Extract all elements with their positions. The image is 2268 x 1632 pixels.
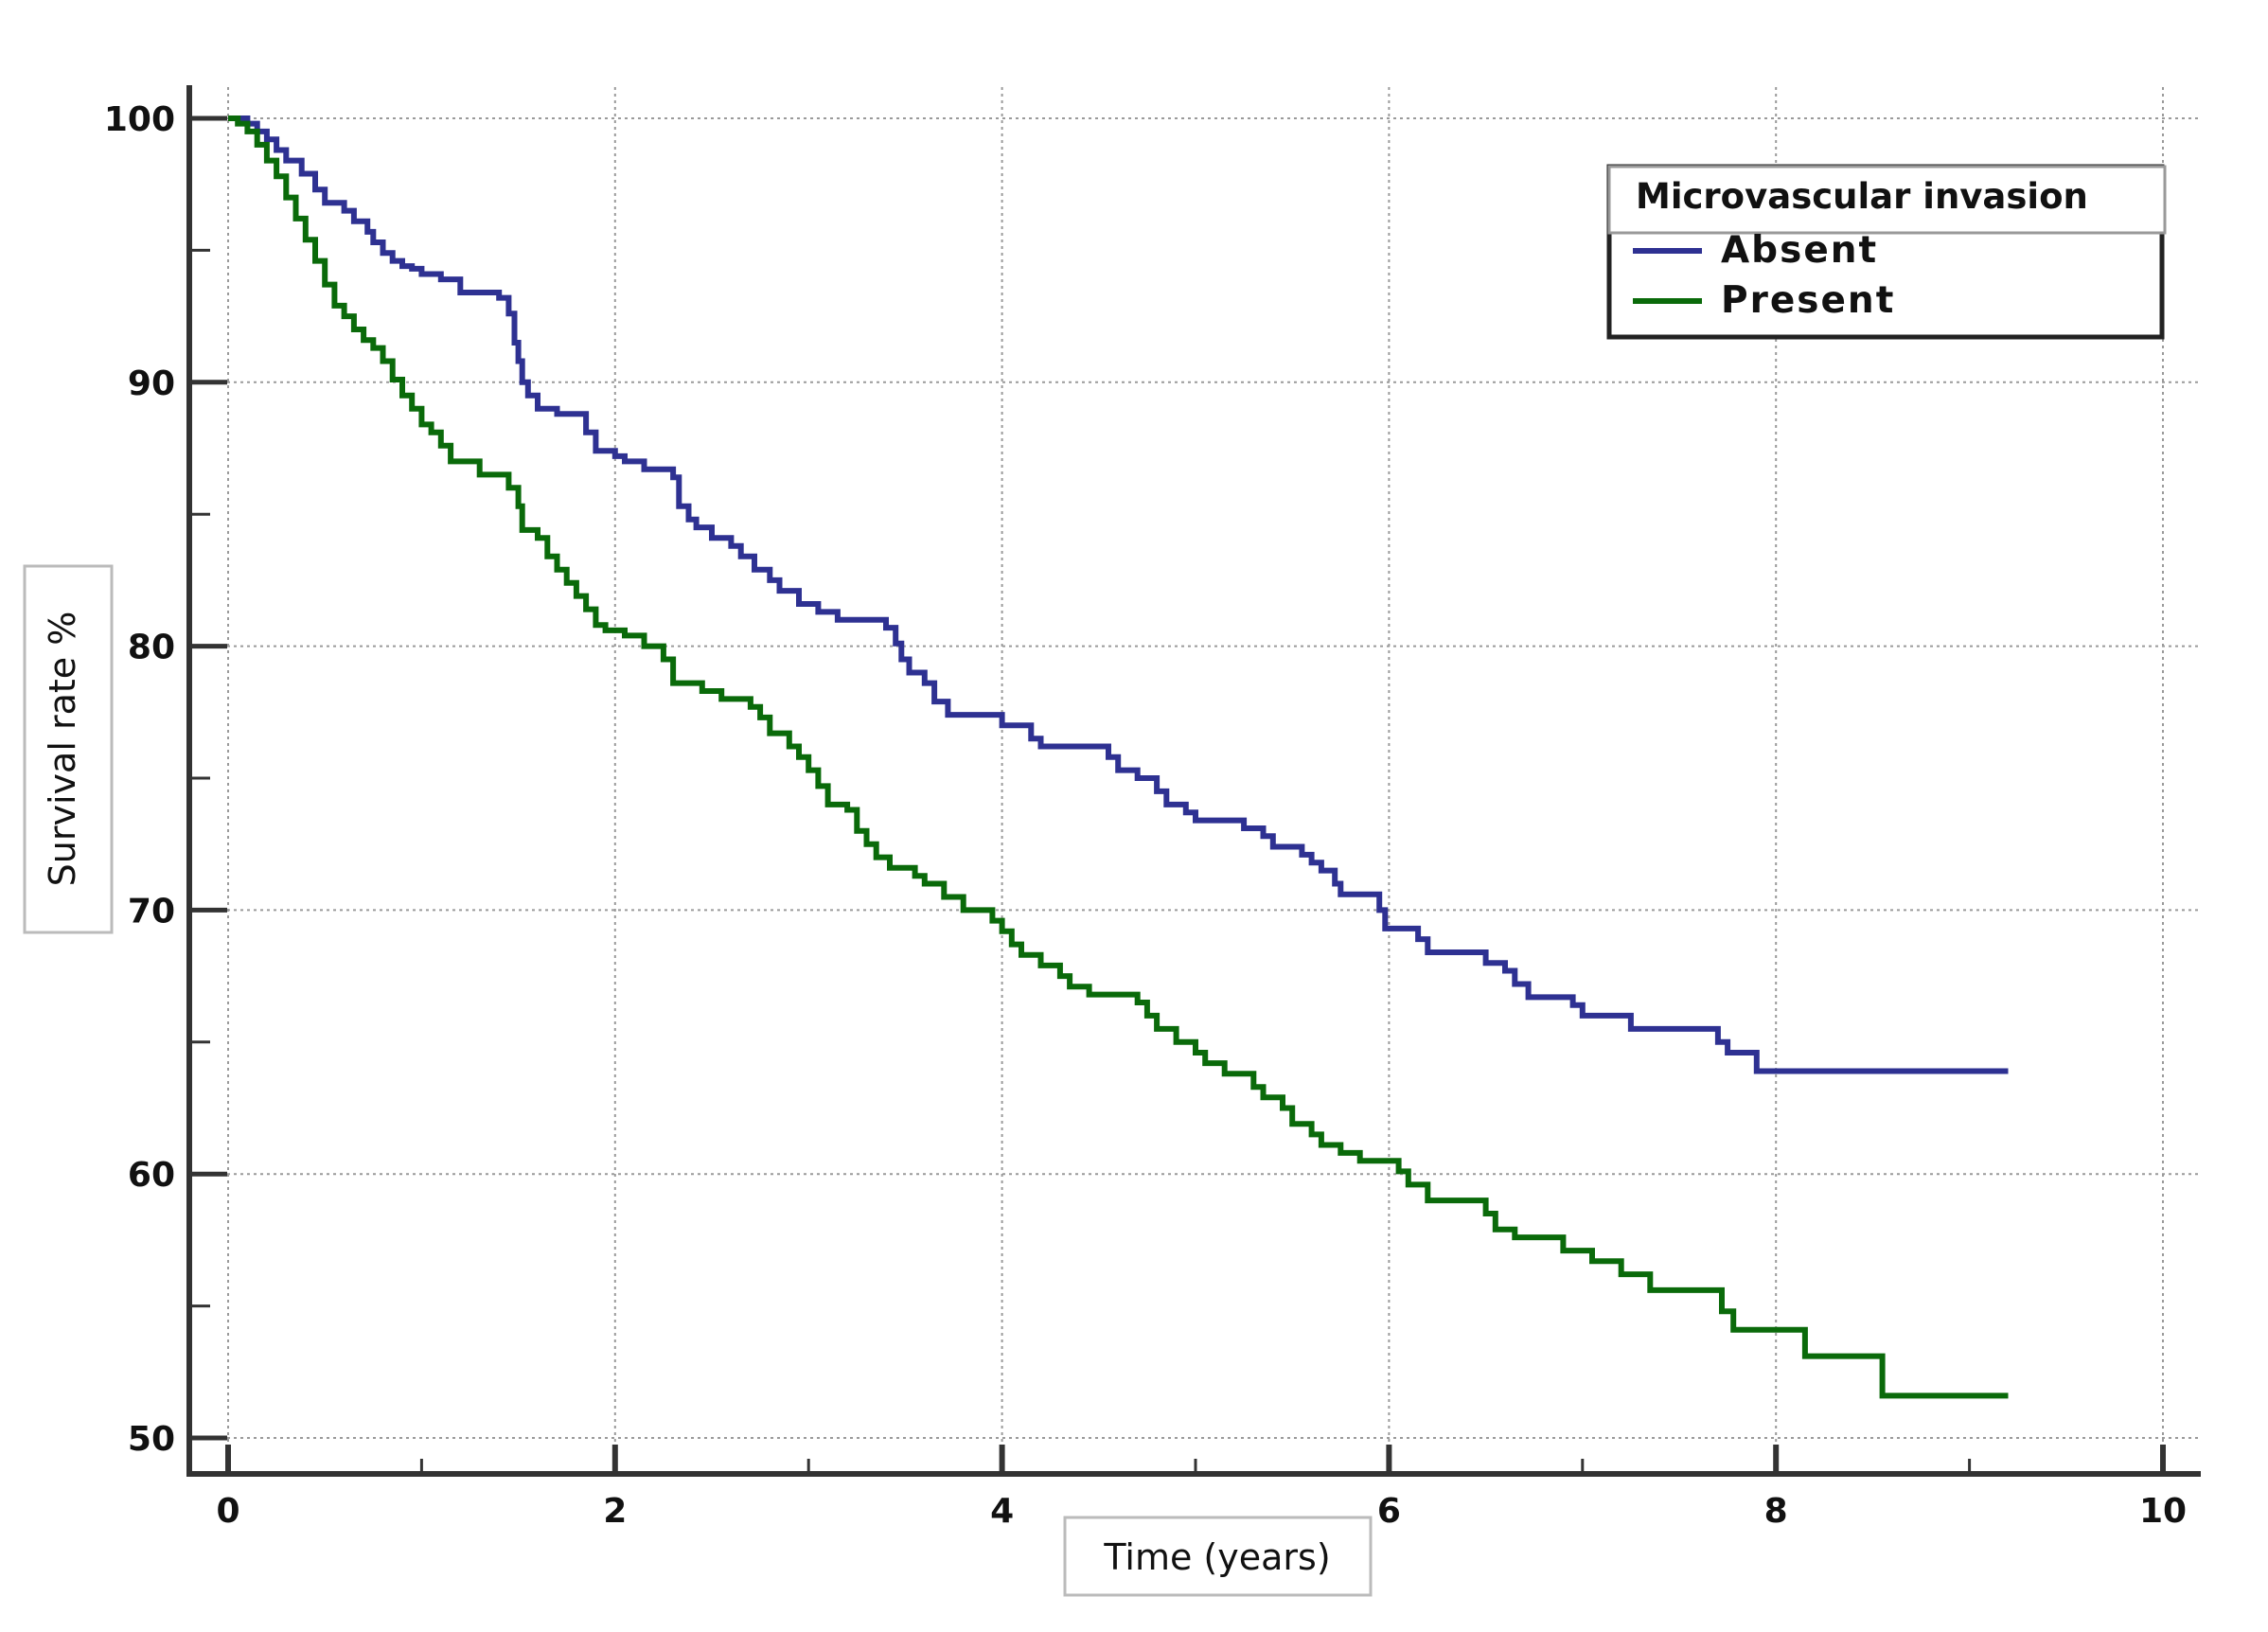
survival-curve-present xyxy=(228,115,2009,1399)
y-axis-label: Survival rate % xyxy=(23,564,114,934)
legend: Microvascular invasion Absent Present xyxy=(1606,164,2167,340)
legend-label-absent: Absent xyxy=(1721,229,1878,272)
grid xyxy=(194,87,2201,1469)
x-axis-label-box xyxy=(1063,1516,1373,1597)
ticks xyxy=(189,115,2166,1474)
x-tick-label-10: 10 xyxy=(2139,1492,2187,1531)
x-tick-label-2: 2 xyxy=(603,1492,627,1531)
y-tick-label-80: 80 xyxy=(128,629,175,667)
x-tick-label-0: 0 xyxy=(216,1492,239,1531)
y-tick-label-100: 100 xyxy=(104,100,175,139)
legend-title-box xyxy=(1607,165,2167,235)
x-axis-label-text: Time (years) xyxy=(1103,1536,1330,1578)
x-tick-label-4: 4 xyxy=(990,1492,1014,1531)
y-axis-label-box xyxy=(23,564,114,934)
x-axis-label: Time (years) xyxy=(1063,1516,1373,1597)
legend-label-present: Present xyxy=(1721,279,1895,322)
y-axis-label-text: Survival rate % xyxy=(42,612,83,887)
x-tick-label-6: 6 xyxy=(1377,1492,1401,1531)
survival-curves xyxy=(228,115,2009,1399)
legend-title: Microvascular invasion xyxy=(1636,176,2088,217)
y-tick-label-60: 60 xyxy=(128,1156,175,1195)
y-tick-label-70: 70 xyxy=(128,892,175,931)
y-tick-label-50: 50 xyxy=(128,1420,175,1459)
tick-labels: 0 2 4 6 8 10 50 60 70 80 90 100 xyxy=(104,100,2187,1531)
x-tick-label-8: 8 xyxy=(1764,1492,1788,1531)
survival-curve-absent xyxy=(228,115,2009,1074)
y-tick-label-90: 90 xyxy=(128,364,175,403)
